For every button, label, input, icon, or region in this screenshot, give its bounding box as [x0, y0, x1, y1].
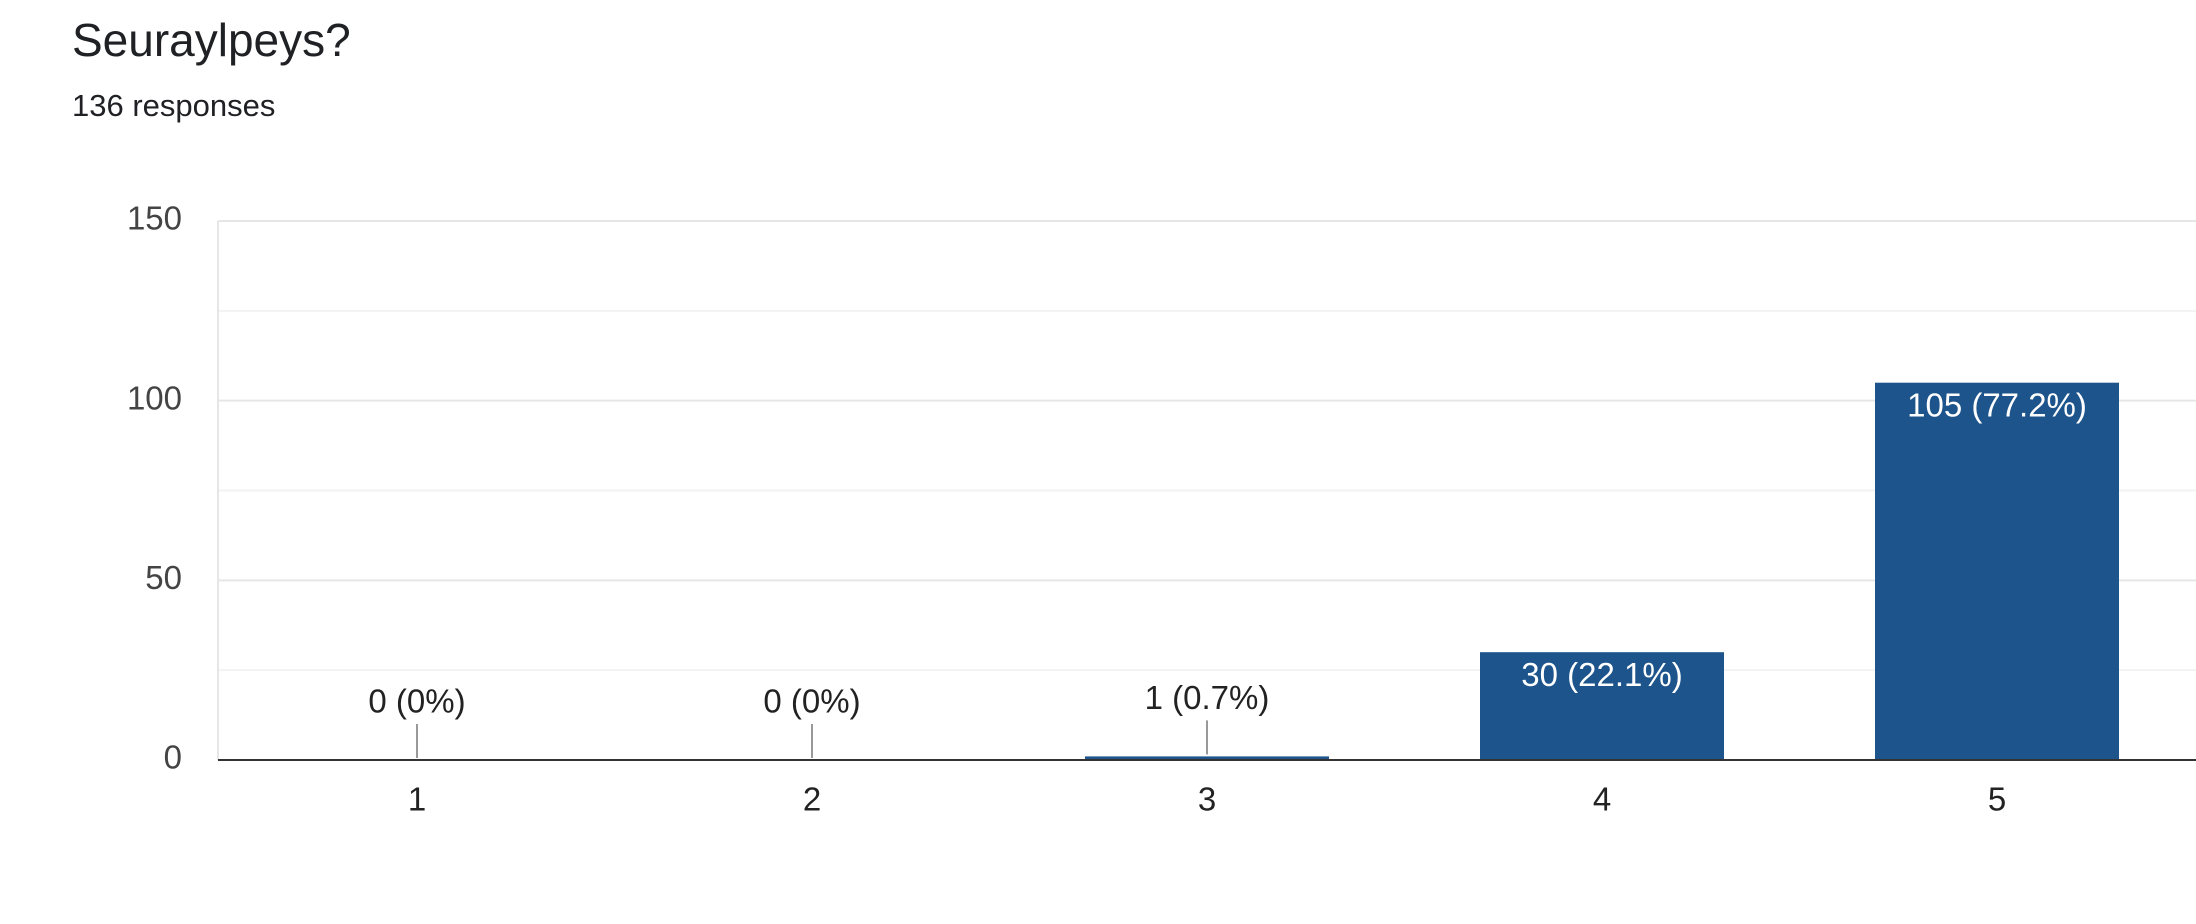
value-label: 30 (22.1%): [1521, 656, 1682, 693]
bar: [1480, 652, 1724, 760]
value-label: 1 (0.7%): [1145, 679, 1270, 716]
x-tick-label: 3: [1198, 781, 1216, 818]
bar: [1875, 382, 2119, 760]
chart-subtitle: 136 responses: [72, 88, 275, 123]
value-label: 0 (0%): [368, 683, 465, 720]
value-label: 105 (77.2%): [1907, 386, 2087, 423]
y-tick-label: 0: [164, 739, 182, 776]
bar: [1085, 756, 1329, 760]
chart-title: Seuraylpeys?: [72, 14, 351, 66]
y-tick-label: 100: [127, 379, 182, 416]
y-tick-label: 50: [145, 559, 182, 596]
value-label: 0 (0%): [763, 683, 860, 720]
x-tick-label: 2: [803, 781, 821, 818]
x-tick-label: 4: [1593, 781, 1611, 818]
y-tick-label: 150: [127, 200, 182, 237]
x-tick-label: 1: [408, 781, 426, 818]
x-tick-label: 5: [1988, 781, 2006, 818]
